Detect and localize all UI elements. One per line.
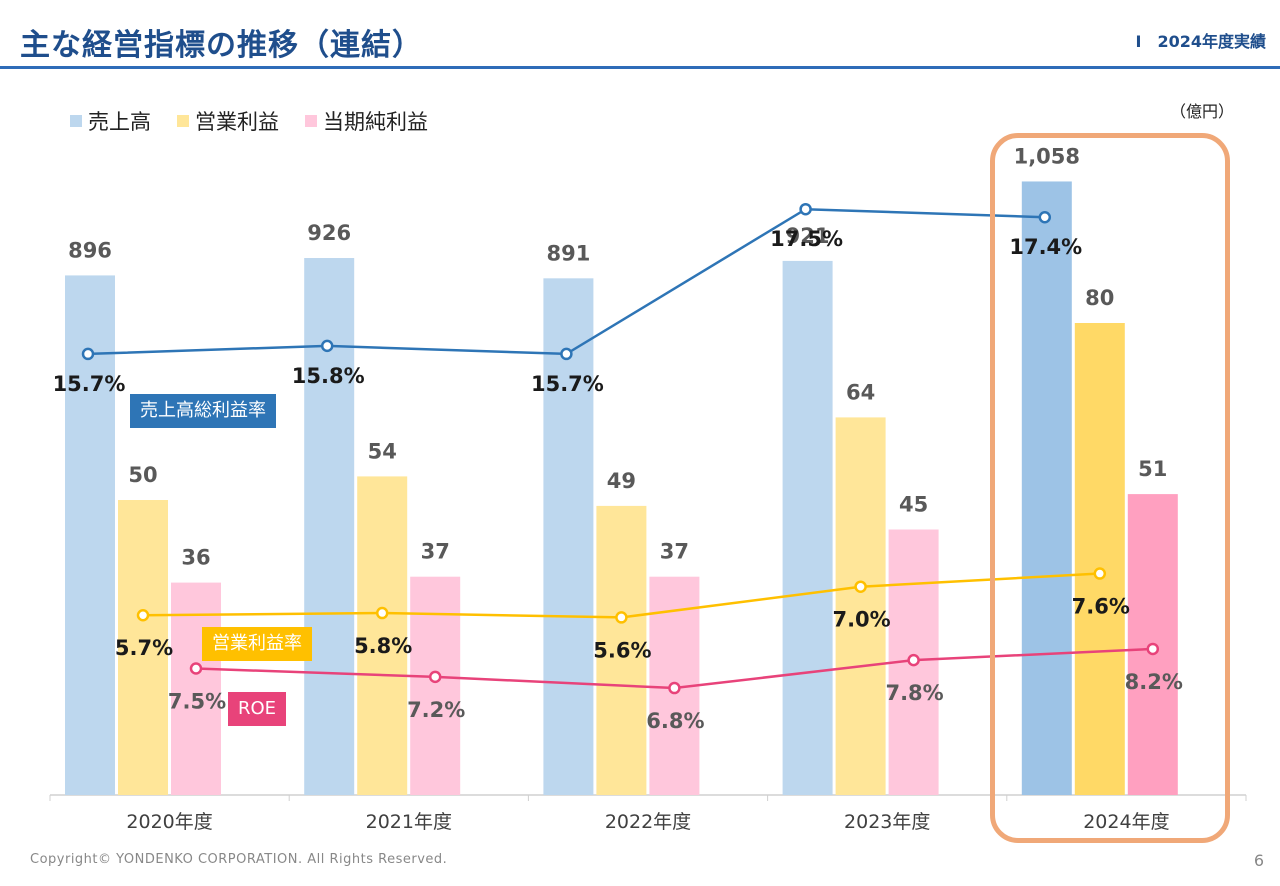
line-point-roe (189, 662, 203, 675)
line-point-gross-margin (320, 339, 334, 353)
category-label: 2020年度 (126, 811, 212, 833)
line-tag-gross-margin: 売上高総利益率 (130, 394, 276, 428)
bar-net-income (171, 582, 221, 795)
bar-sales (782, 260, 833, 795)
bar-sales (304, 258, 355, 796)
bar-value-label: 36 (181, 546, 210, 570)
line-value-label-operating-margin: 5.6% (593, 638, 651, 662)
category-label: 2022年度 (605, 811, 691, 833)
line-value-label-gross-margin: 15.7% (53, 372, 126, 396)
line-value-label-operating-margin: 7.6% (1072, 595, 1130, 619)
legend-swatch-op (177, 115, 189, 127)
chart-legend: 売上高 営業利益 当期純利益 (70, 106, 428, 136)
copyright-text: Copyright© YONDENKO CORPORATION. All Rig… (30, 852, 448, 867)
line-point-gross-margin (799, 202, 812, 216)
bar-value-label: 926 (307, 221, 351, 245)
category-label: 2021年度 (366, 811, 452, 833)
bar-operating-income (357, 476, 408, 795)
legend-swatch-net (305, 115, 317, 127)
line-point-gross-margin (1038, 210, 1052, 224)
bar-value-label: 64 (846, 380, 875, 404)
bar-operating-income (835, 417, 886, 795)
bar-sales (1021, 181, 1072, 795)
bar-operating-income (596, 505, 647, 795)
line-value-label-gross-margin: 15.7% (531, 372, 604, 396)
legend-label-sales: 売上高 (88, 110, 151, 134)
bar-value-label: 45 (899, 493, 928, 517)
line-point-operating-margin (136, 608, 150, 622)
line-point-operating-margin (375, 606, 389, 620)
unit-label: （億円） (1169, 102, 1234, 121)
bar-value-label: 49 (607, 469, 636, 493)
bar-value-label: 891 (546, 241, 590, 265)
bar-value-label: 80 (1085, 286, 1114, 310)
line-value-label-roe: 8.2% (1125, 670, 1183, 694)
bar-value-label: 896 (68, 238, 112, 262)
line-point-gross-margin (81, 347, 95, 361)
category-label: 2023年度 (844, 811, 930, 833)
line-value-label-operating-margin: 5.8% (354, 634, 412, 658)
line-value-label-roe: 6.8% (646, 709, 704, 733)
bar-operating-income (118, 500, 168, 795)
bar-value-label: 1,058 (1014, 144, 1080, 168)
title-divider (0, 66, 1280, 69)
page-number: 6 (1253, 851, 1264, 870)
legend-swatch-sales (70, 115, 82, 127)
line-point-operating-margin (1093, 567, 1107, 580)
legend-item-sales: 売上高 (70, 106, 151, 136)
line-point-roe (907, 653, 920, 667)
legend-label-op: 営業利益 (195, 110, 279, 134)
line-point-gross-margin (560, 347, 573, 361)
bar-operating-income (1074, 323, 1125, 795)
legend-item-net: 当期純利益 (305, 106, 428, 136)
page-title: 主な経営指標の推移（連結） (20, 28, 423, 63)
line-tag-roe: ROE (228, 692, 287, 726)
line-point-operating-margin (854, 580, 867, 593)
line-value-label-roe: 7.2% (407, 698, 465, 722)
bar-value-label: 54 (368, 439, 397, 463)
bar-value-label: 921 (786, 224, 830, 248)
line-tag-op-margin: 営業利益率 (202, 627, 312, 661)
bar-value-label: 37 (421, 540, 450, 564)
bar-sales (543, 278, 594, 796)
line-value-label-gross-margin: 17.5% (770, 227, 843, 251)
bar-value-label: 37 (660, 540, 689, 564)
line-point-roe (668, 681, 681, 695)
line-value-label-roe: 7.8% (885, 681, 943, 705)
line-value-label-roe: 7.5% (168, 690, 226, 714)
line-value-label-gross-margin: 15.8% (292, 364, 365, 388)
section-label: Ⅰ 2024年度実績 (1135, 32, 1267, 51)
bar-sales (65, 275, 115, 795)
bar-value-label: 50 (128, 463, 157, 487)
line-point-roe (1146, 642, 1160, 656)
line-value-label-operating-margin: 5.7% (115, 636, 173, 660)
line-value-label-operating-margin: 7.0% (832, 608, 890, 632)
bar-net-income (410, 576, 461, 795)
line-point-operating-margin (615, 611, 628, 624)
legend-label-net: 当期純利益 (323, 110, 428, 134)
category-label: 2024年度 (1083, 811, 1169, 833)
bar-value-label: 51 (1138, 457, 1167, 481)
line-point-roe (428, 670, 442, 684)
highlight-frame-2024 (990, 133, 1230, 843)
line-value-label-gross-margin: 17.4% (1009, 235, 1082, 259)
legend-item-op: 営業利益 (177, 106, 279, 136)
